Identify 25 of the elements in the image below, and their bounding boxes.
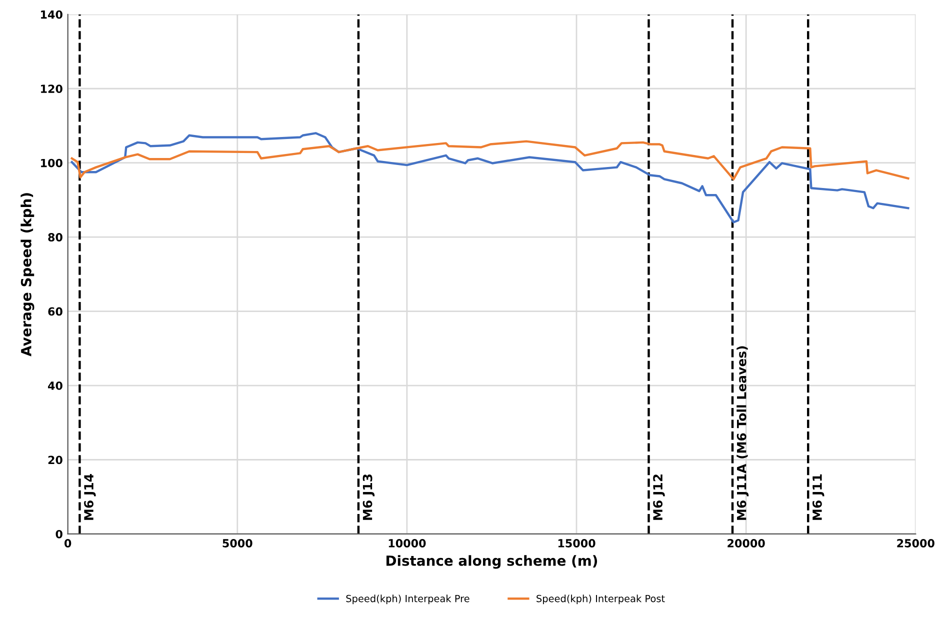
x-tick-label: 25000	[897, 539, 934, 548]
ref-line-label: M6 J14	[84, 474, 96, 520]
y-tick-label: 120	[41, 84, 62, 94]
line-series	[70, 132, 910, 224]
line-series	[70, 140, 910, 180]
x-axis-title: Distance along scheme (m)	[386, 555, 598, 569]
x-tick-label: 15000	[558, 539, 596, 548]
y-tick-label: 20	[48, 456, 62, 464]
x-tick-label: 0	[64, 539, 72, 548]
y-tick-label: 140	[41, 10, 62, 19]
ref-line-label: M6 J12	[653, 474, 665, 520]
legend-label: Speed(kph) Interpeak Pre	[346, 594, 470, 604]
y-tick-label: 40	[48, 382, 62, 390]
y-tick-label: 0	[56, 530, 62, 538]
y-tick-label: 80	[48, 233, 62, 242]
x-tick-label: 10000	[388, 539, 426, 548]
y-axis-title: Average Speed (kph)	[20, 193, 34, 356]
ref-line-label: M6 J13	[362, 474, 375, 520]
x-tick-label: 5000	[222, 539, 252, 548]
y-tick-label: 100	[41, 158, 62, 168]
ref-line-label: M6 J11	[812, 474, 824, 520]
y-tick-label: 60	[48, 307, 62, 316]
x-tick-label: 20000	[728, 539, 765, 548]
ref-line-label: M6 J11A (M6 Toll Leaves)	[736, 346, 749, 520]
legend-label: Speed(kph) Interpeak Post	[536, 594, 665, 604]
